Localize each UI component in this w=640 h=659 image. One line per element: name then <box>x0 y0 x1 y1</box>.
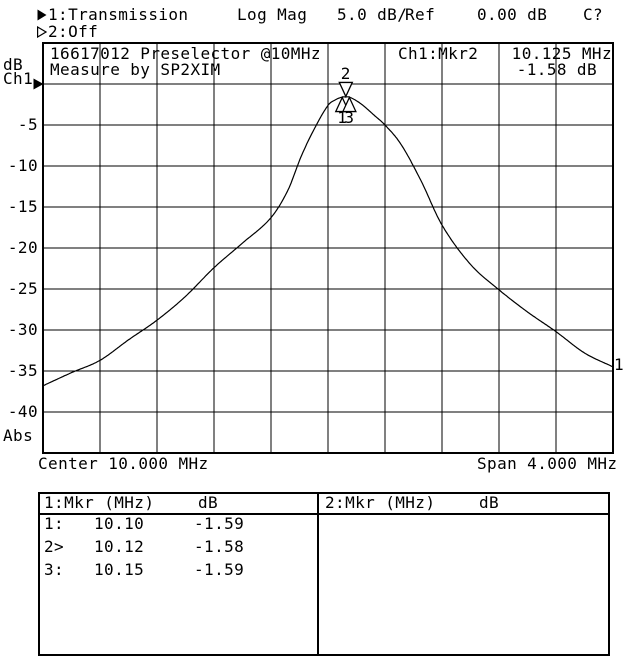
y-tick-label: -40 <box>7 402 38 421</box>
x-axis-center-label: Center 10.000 MHz <box>38 454 209 473</box>
marker-1-number: 1 <box>337 108 347 127</box>
graticule-border <box>42 42 614 454</box>
graticule-plot: 1 2 3 <box>42 42 614 454</box>
y-tick-label: -10 <box>7 156 38 175</box>
y-tick-label: -30 <box>7 320 38 339</box>
ref-label: Ref <box>405 5 436 24</box>
marker-row-db: -1.59 <box>194 514 245 533</box>
y-tick-label: -20 <box>7 238 38 257</box>
y-axis-unit: dB <box>3 55 24 74</box>
y-tick-label: -25 <box>7 279 38 298</box>
marker-3-symbol-icon <box>341 95 357 113</box>
marker-row-db: -1.58 <box>194 537 245 556</box>
y-axis-channel: Ch1 <box>3 69 34 88</box>
marker-table-divider <box>317 494 319 654</box>
marker-table-left-header-unit: dB <box>198 493 219 512</box>
trace2-inactive-triangle-icon <box>37 26 47 38</box>
marker-table-right-header-unit: dB <box>479 493 500 512</box>
marker-row-freq: 10.12 <box>94 537 145 556</box>
marker-table: 1:Mkr (MHz) dB 2:Mkr (MHz) dB 1: 10.10 -… <box>38 492 610 656</box>
marker-readout-level: -1.58 dB <box>516 60 597 79</box>
marker-row-label: 2> <box>44 537 65 556</box>
marker-3-number: 3 <box>344 108 354 127</box>
marker-readout-channel: Ch1:Mkr2 <box>398 44 479 63</box>
marker-row-db: -1.59 <box>194 560 245 579</box>
trace-ch1 <box>42 96 614 387</box>
marker-2-symbol-icon <box>338 81 354 98</box>
marker-row-freq: 10.10 <box>94 514 145 533</box>
marker-2-number: 2 <box>341 64 351 83</box>
reference-level-pointer-icon <box>33 78 44 90</box>
y-tick-label: -15 <box>7 197 38 216</box>
marker-row-label: 3: <box>44 560 65 579</box>
marker-row-label: 1: <box>44 514 65 533</box>
x-axis-span-label: Span 4.000 MHz <box>477 454 618 473</box>
graph-title-line2: Measure by SP2XIM <box>50 60 221 79</box>
ref-value: 0.00 dB <box>477 5 548 24</box>
trace1-label: 1:Transmission <box>48 5 189 24</box>
y-tick-label: -5 <box>17 115 38 134</box>
marker-row-freq: 10.15 <box>94 560 145 579</box>
trace1-scale: 5.0 dB/ <box>337 5 408 24</box>
marker-table-left-header: 1:Mkr (MHz) <box>44 493 155 512</box>
trace1-format: Log Mag <box>237 5 308 24</box>
marker-table-right-header: 2:Mkr (MHz) <box>325 493 436 512</box>
trace2-label: 2:Off <box>48 22 99 41</box>
marker-readout-freq: 10.125 MHz <box>511 44 612 63</box>
y-tick-label: -35 <box>7 361 38 380</box>
marker-table-header-separator <box>40 513 608 515</box>
cal-status: C? <box>583 5 604 24</box>
trace1-active-triangle-icon <box>37 9 47 21</box>
y-axis-mode: Abs <box>3 426 34 445</box>
trace-end-number: 1 <box>614 355 625 374</box>
graph-title-line1: 16617012 Preselector @10MHz <box>50 44 321 63</box>
